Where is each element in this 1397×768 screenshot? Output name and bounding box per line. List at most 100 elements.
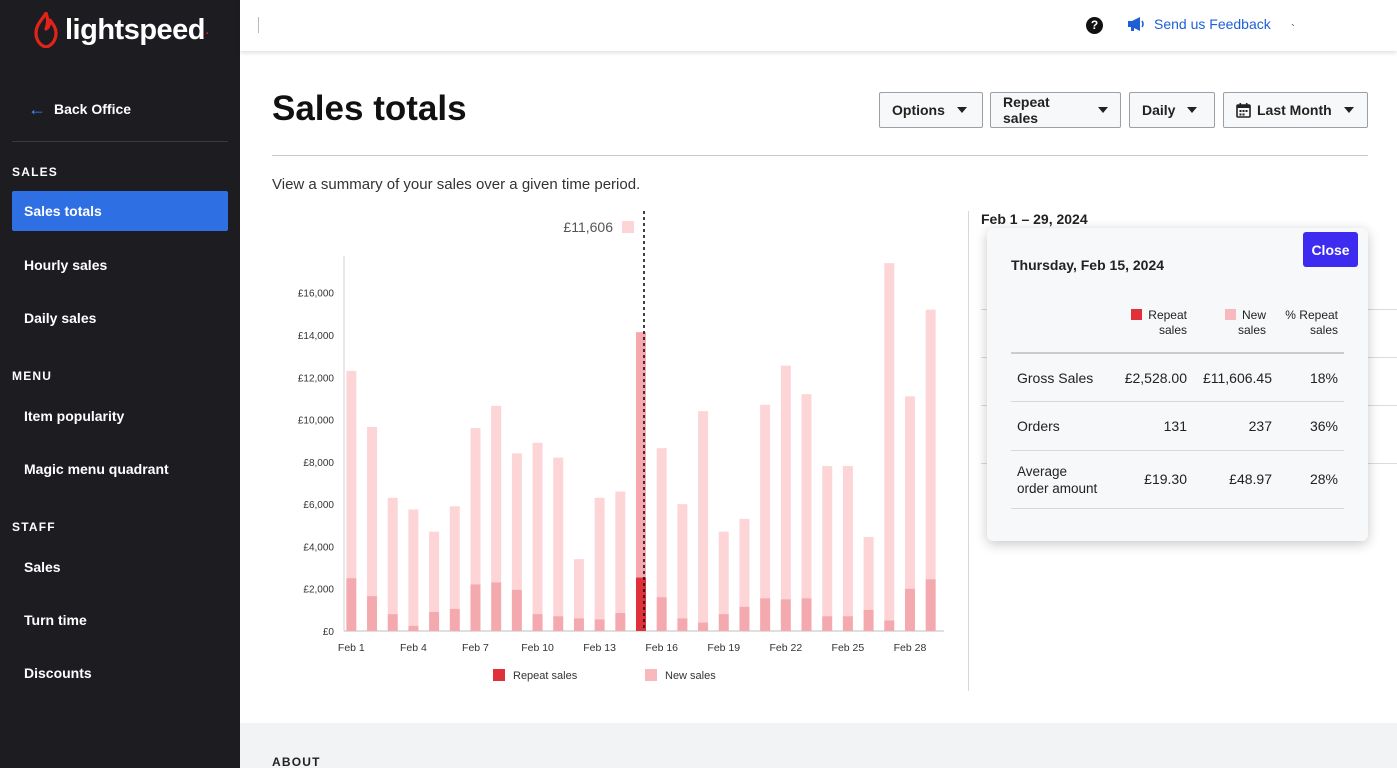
sidebar-item-staff-sales[interactable]: Sales xyxy=(24,559,61,575)
sidebar-item-discounts[interactable]: Discounts xyxy=(24,665,92,681)
row-rule xyxy=(1011,401,1344,402)
options-dropdown[interactable]: Options xyxy=(879,92,983,128)
chevron-down-icon xyxy=(956,107,967,113)
row-label-average-order: Average order amount xyxy=(1017,463,1097,497)
interval-dropdown[interactable]: Daily xyxy=(1129,92,1215,128)
bar-repeat-sales xyxy=(346,578,357,631)
sidebar-item-daily-sales[interactable]: Daily sales xyxy=(24,310,97,326)
column-header-repeat-line2: sales xyxy=(1158,323,1187,337)
brand-name: lightspeed xyxy=(65,13,206,46)
options-label: Options xyxy=(892,102,945,118)
bar-new-sales xyxy=(615,491,626,614)
close-button[interactable]: Close xyxy=(1303,232,1358,267)
bar-new-sales xyxy=(429,531,440,612)
bar-repeat-sales xyxy=(842,616,853,631)
bar-new-sales xyxy=(904,396,915,589)
table-header-rule xyxy=(1011,352,1344,354)
back-office-label: Back Office xyxy=(54,101,132,117)
bar-new-sales xyxy=(491,405,502,583)
bar-repeat-sales xyxy=(718,614,729,631)
bar-new-sales xyxy=(842,466,853,617)
row-label-average-line2: order amount xyxy=(1017,481,1098,496)
bar-new-sales xyxy=(346,370,357,579)
hover-value-label: £11,606 xyxy=(563,219,613,235)
bar-new-sales xyxy=(698,411,709,623)
x-tick-label: Feb 19 xyxy=(707,642,740,654)
bar-new-sales xyxy=(863,536,874,610)
bar-repeat-sales xyxy=(780,599,791,631)
y-tick-label: £8,000 xyxy=(303,458,334,469)
column-header-pct-line2: sales xyxy=(1309,323,1338,337)
sidebar-item-sales-totals[interactable]: Sales totals xyxy=(12,191,228,231)
topbar-mark: ` xyxy=(1291,22,1295,36)
gross-sales-pct: 18% xyxy=(1309,370,1338,386)
orders-repeat: 131 xyxy=(1163,418,1187,434)
calendar-icon xyxy=(1236,102,1251,118)
x-tick-label: Feb 16 xyxy=(645,642,678,654)
page-title: Sales totals xyxy=(272,89,467,128)
bar-new-sales xyxy=(822,466,833,617)
new-swatch xyxy=(1224,309,1236,320)
feedback-label: Send us Feedback xyxy=(1154,16,1271,32)
x-tick-label: Feb 1 xyxy=(338,642,365,654)
y-tick-label: £10,000 xyxy=(298,416,335,427)
bar-new-sales xyxy=(573,559,584,619)
bar-repeat-sales xyxy=(760,598,771,631)
panel-divider xyxy=(968,211,969,691)
bar-new-sales xyxy=(677,504,688,619)
bar-new-sales xyxy=(884,263,895,621)
bar-repeat-sales xyxy=(884,620,895,631)
orders-pct: 36% xyxy=(1309,418,1338,434)
legend-label-new: New sales xyxy=(665,670,716,682)
bar-new-sales xyxy=(532,442,543,615)
help-icon[interactable]: ? xyxy=(1086,17,1103,34)
bar-repeat-sales xyxy=(925,579,936,631)
sidebar-item-hourly-sales[interactable]: Hourly sales xyxy=(24,257,108,273)
y-tick-label: £14,000 xyxy=(298,331,335,342)
x-tick-label: Feb 10 xyxy=(521,642,554,654)
section-title-menu: MENU xyxy=(12,369,53,383)
arrow-left-icon: ← xyxy=(28,99,46,119)
bar-new-sales xyxy=(656,448,667,598)
column-header-repeat: Repeat sales xyxy=(1131,308,1187,338)
column-header-pct-line1: % Repeat xyxy=(1285,308,1338,322)
column-header-pct: % Repeat sales xyxy=(1277,308,1338,338)
back-office-link[interactable]: ← Back Office xyxy=(28,100,131,118)
bar-repeat-sales xyxy=(367,596,378,631)
lightspeed-logo[interactable]: lightspeed. xyxy=(33,12,209,48)
sales-type-label: Repeat sales xyxy=(1003,94,1050,126)
bar-repeat-sales xyxy=(491,582,502,631)
bar-new-sales xyxy=(760,404,771,599)
sidebar-item-turn-time[interactable]: Turn time xyxy=(24,612,87,628)
send-feedback-link[interactable]: Send us Feedback xyxy=(1127,16,1271,32)
sidebar-item-magic-menu-quadrant[interactable]: Magic menu quadrant xyxy=(24,461,169,477)
legend-label-repeat: Repeat sales xyxy=(513,670,578,682)
date-range-label: Feb 1 – 29, 2024 xyxy=(981,211,1088,227)
bar-repeat-sales xyxy=(573,618,584,631)
column-header-repeat-line1: Repeat xyxy=(1148,308,1187,322)
y-tick-label: £0 xyxy=(323,627,335,638)
flame-icon xyxy=(34,12,58,48)
bar-repeat-sales xyxy=(636,577,646,631)
x-tick-label: Feb 7 xyxy=(462,642,489,654)
bar-new-sales xyxy=(408,509,419,626)
bar-repeat-sales xyxy=(863,609,874,631)
row-label-orders: Orders xyxy=(1017,418,1060,434)
bar-new-sales xyxy=(801,394,812,599)
sidebar-divider xyxy=(12,141,228,142)
bar-repeat-sales xyxy=(698,622,709,631)
bar-new-sales xyxy=(470,428,481,585)
bar-new-sales xyxy=(511,453,522,590)
row-label-average-line1: Average xyxy=(1017,464,1068,479)
bar-new-sales xyxy=(925,309,936,580)
sidebar-item-item-popularity[interactable]: Item popularity xyxy=(24,408,125,424)
y-tick-label: £16,000 xyxy=(298,289,335,300)
bar-repeat-sales xyxy=(449,608,460,631)
column-header-new: New sales xyxy=(1223,308,1266,338)
x-tick-label: Feb 25 xyxy=(832,642,865,654)
sales-chart[interactable]: £0 £2,000 £4,000 £6,000 £8,000 £10,000 £12,000… xyxy=(272,206,952,706)
bar-new-sales xyxy=(780,365,791,600)
bar-repeat-sales xyxy=(615,613,626,631)
sales-type-dropdown[interactable]: Repeat sales xyxy=(990,92,1121,128)
period-dropdown[interactable]: Last Month xyxy=(1223,92,1368,128)
